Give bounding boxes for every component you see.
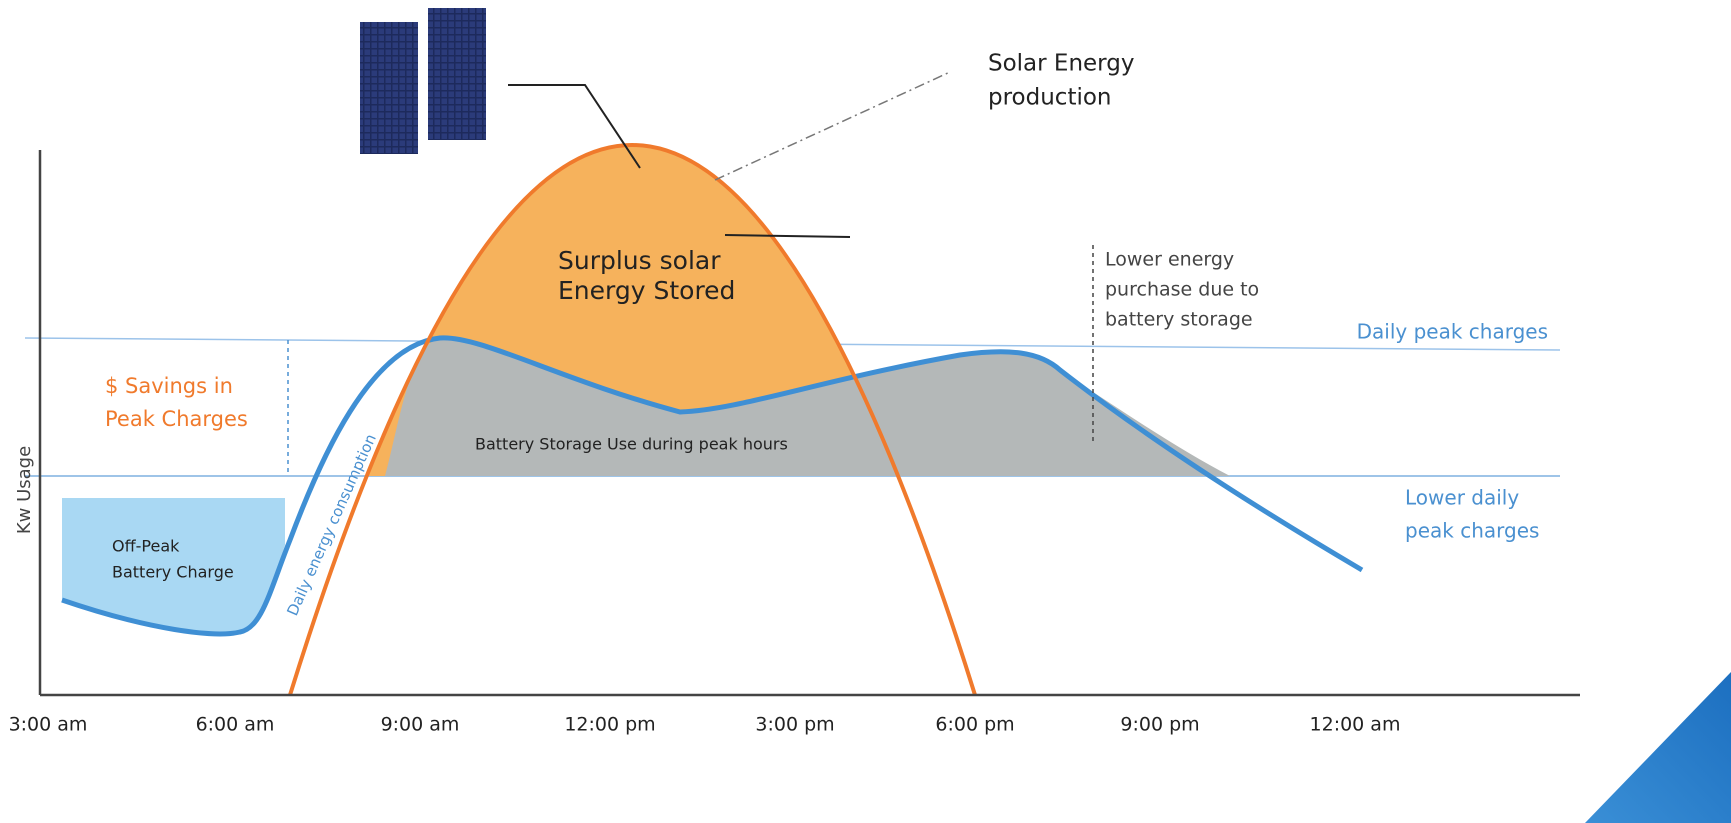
daily-peak-label: Daily peak charges	[1357, 320, 1548, 344]
corner-decoration	[1585, 672, 1731, 823]
surplus-label: Surplus solar	[558, 246, 721, 275]
off-peak-label: Off-Peak	[112, 537, 180, 556]
savings-label: $ Savings in	[105, 374, 233, 398]
x-axis-label: 6:00 am	[196, 714, 275, 736]
solar-label: production	[988, 85, 1112, 111]
x-axis-label: 12:00 pm	[564, 714, 655, 736]
x-axis-label: 3:00 am	[9, 714, 88, 736]
x-axis-label: 9:00 am	[381, 714, 460, 736]
lower-purchase-label: battery storage	[1105, 309, 1253, 331]
battery-area	[385, 337, 1230, 476]
battery-use-label: Battery Storage Use during peak hours	[475, 435, 788, 454]
off-peak-label: Battery Charge	[112, 563, 234, 582]
x-axis-labels: 3:00 am 6:00 am 9:00 am 12:00 pm 3:00 pm 6:00…	[9, 714, 1401, 736]
surplus-label: Energy Stored	[558, 276, 735, 305]
leader-line	[724, 234, 851, 238]
x-axis-label: 3:00 pm	[755, 714, 834, 736]
x-axis-label: 9:00 pm	[1120, 714, 1199, 736]
off-peak-area	[62, 498, 285, 634]
x-axis-label: 12:00 am	[1310, 714, 1401, 736]
y-axis-label: Kw Usage	[14, 446, 35, 534]
lower-peak-label: Lower daily	[1405, 486, 1519, 510]
x-axis-label: 6:00 pm	[935, 714, 1014, 736]
leader-line	[714, 71, 951, 181]
solar-curve	[288, 143, 977, 696]
savings-label: Peak Charges	[105, 407, 248, 431]
lower-peak-label: peak charges	[1405, 519, 1539, 543]
consumption-curve	[61, 335, 1364, 637]
solar-panel	[428, 8, 486, 140]
solar-panel	[360, 22, 418, 154]
lower-purchase-label: purchase due to	[1105, 279, 1259, 301]
lower-purchase-label: Lower energy	[1105, 249, 1234, 271]
solar-label: Solar Energy	[988, 51, 1134, 77]
leader-line	[508, 84, 641, 169]
